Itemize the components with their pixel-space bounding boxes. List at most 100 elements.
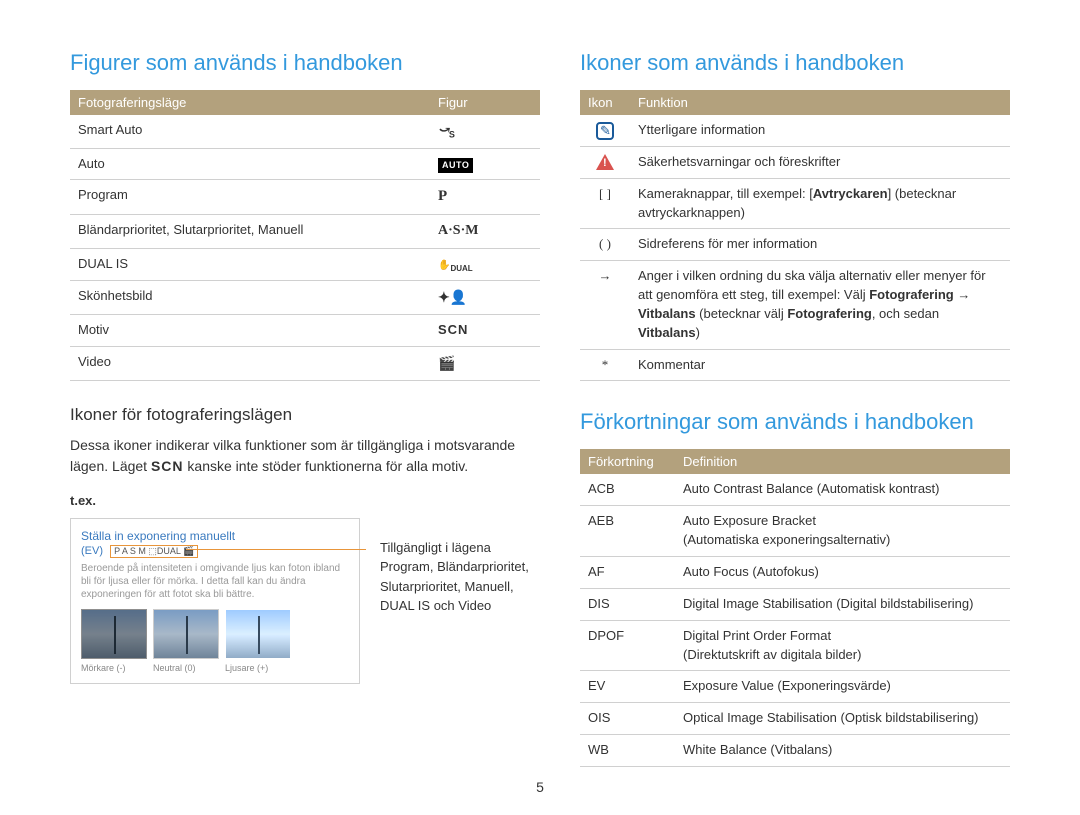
table-row: AEBAuto Exposure Bracket(Automatiska exp… [580, 506, 1010, 557]
mode-cell: Video [70, 346, 430, 380]
col-mode: Fotograferingsläge [70, 90, 430, 115]
mode-cell: Bländarprioritet, Slutarprioritet, Manue… [70, 215, 430, 248]
figure-cell: 🎬 [430, 346, 540, 380]
icon-cell: → [580, 261, 630, 349]
def-cell: Auto Exposure Bracket(Automatiska expone… [675, 506, 1010, 557]
callout-text: Tillgängligt i lägena Program, Bländarpr… [380, 538, 540, 616]
function-cell: Ytterligare information [630, 115, 1010, 146]
col-function: Funktion [630, 90, 1010, 115]
table-row: Säkerhetsvarningar och föreskrifter [580, 146, 1010, 178]
figure-cell: ✦👤 [430, 281, 540, 315]
mode-desc: Dessa ikoner indikerar vilka funktioner … [70, 435, 540, 477]
example-desc: Beroende på intensiteten i omgivande lju… [81, 562, 349, 601]
col-figure: Figur [430, 90, 540, 115]
shooting-mode-table: Fotograferingsläge Figur Smart Auto⤻SAut… [70, 90, 540, 381]
warning-icon [596, 154, 614, 170]
table-row: ProgramP [70, 180, 540, 215]
table-row: Bländarprioritet, Slutarprioritet, Manue… [70, 215, 540, 248]
figure-cell: ⤻S [430, 115, 540, 148]
left-column: Figurer som används i handboken Fotograf… [70, 50, 540, 767]
example-wrapper: Ställa in exponering manuellt (EV) P A S… [70, 518, 540, 684]
left-heading: Figurer som används i handboken [70, 50, 540, 76]
table-row: Skönhetsbild✦👤 [70, 281, 540, 315]
example-thumbs [81, 609, 349, 659]
icon-cell [580, 115, 630, 146]
page-number: 5 [536, 779, 544, 795]
subheading: Ikoner för fotograferingslägen [70, 405, 540, 425]
col-abbr: Förkortning [580, 449, 675, 474]
function-cell: Kameraknappar, till exempel: [Avtryckare… [630, 178, 1010, 229]
table-row: DUAL IS✋DUAL [70, 248, 540, 281]
icons-table: Ikon Funktion Ytterligare informationSäk… [580, 90, 1010, 381]
function-cell: Sidreferens för mer information [630, 229, 1010, 261]
table-row: Video🎬 [70, 346, 540, 380]
icon-cell: ( ) [580, 229, 630, 261]
abbr-cell: AEB [580, 506, 675, 557]
mode-cell: Auto [70, 148, 430, 180]
abbr-cell: ACB [580, 474, 675, 505]
def-cell: Digital Image Stabilisation (Digital bil… [675, 588, 1010, 620]
figure-cell: A·S·M [430, 215, 540, 248]
table-row: → Anger i vilken ordning du ska välja alt… [580, 261, 1010, 349]
table-row: AFAuto Focus (Autofokus) [580, 556, 1010, 588]
abbr-cell: AF [580, 556, 675, 588]
table-row: OISOptical Image Stabilisation (Optisk b… [580, 703, 1010, 735]
figure-cell: ✋DUAL [430, 248, 540, 281]
abbr-cell: WB [580, 735, 675, 767]
icon-cell: [ ] [580, 178, 630, 229]
table-row: EVExposure Value (Exponeringsvärde) [580, 671, 1010, 703]
abbr-table: Förkortning Definition ACBAuto Contrast … [580, 449, 1010, 766]
right-heading-abbr: Förkortningar som används i handboken [580, 409, 1010, 435]
col-def: Definition [675, 449, 1010, 474]
figure-cell: SCN [430, 314, 540, 346]
abbr-cell: OIS [580, 703, 675, 735]
example-box: Ställa in exponering manuellt (EV) P A S… [70, 518, 360, 684]
abbr-cell: DPOF [580, 620, 675, 671]
table-row: DPOFDigital Print Order Format(Direktuts… [580, 620, 1010, 671]
callout-line [186, 549, 366, 550]
mode-cell: Motiv [70, 314, 430, 346]
text-icon: [ ] [599, 186, 611, 201]
text-icon: * [602, 357, 609, 372]
thumb-neutral [153, 609, 219, 659]
mode-cell: Smart Auto [70, 115, 430, 148]
table-row: Ytterligare information [580, 115, 1010, 146]
abbr-cell: DIS [580, 588, 675, 620]
table-row: AutoAUTO [70, 148, 540, 180]
table-row: * Kommentar [580, 349, 1010, 381]
mode-cell: DUAL IS [70, 248, 430, 281]
function-cell: Anger i vilken ordning du ska välja alte… [630, 261, 1010, 349]
thumb-bright [225, 609, 291, 659]
example-title: Ställa in exponering manuellt [81, 529, 349, 543]
def-cell: Digital Print Order Format(Direktutskrif… [675, 620, 1010, 671]
thumb-labels: Mörkare (-) Neutral (0) Ljusare (+) [81, 663, 349, 673]
icon-cell: * [580, 349, 630, 381]
table-row: MotivSCN [70, 314, 540, 346]
example-badge: P A S M ⬚DUAL 🎬 [110, 545, 198, 558]
function-cell: Kommentar [630, 349, 1010, 381]
col-icon: Ikon [580, 90, 630, 115]
text-icon: → [599, 268, 612, 283]
figure-cell: AUTO [430, 148, 540, 180]
right-heading-icons: Ikoner som används i handboken [580, 50, 1010, 76]
text-icon: ( ) [599, 236, 611, 251]
table-row: [ ] Kameraknappar, till exempel: [Avtryck… [580, 178, 1010, 229]
def-cell: Auto Contrast Balance (Automatisk kontra… [675, 474, 1010, 505]
thumb-dark [81, 609, 147, 659]
table-row: ACBAuto Contrast Balance (Automatisk kon… [580, 474, 1010, 505]
def-cell: White Balance (Vitbalans) [675, 735, 1010, 767]
example-ev-row: (EV) P A S M ⬚DUAL 🎬 [81, 545, 349, 558]
right-column: Ikoner som används i handboken Ikon Funk… [580, 50, 1010, 767]
table-row: ( ) Sidreferens för mer information [580, 229, 1010, 261]
def-cell: Exposure Value (Exponeringsvärde) [675, 671, 1010, 703]
mode-cell: Program [70, 180, 430, 215]
example-label: t.ex. [70, 493, 540, 508]
abbr-cell: EV [580, 671, 675, 703]
table-row: DISDigital Image Stabilisation (Digital … [580, 588, 1010, 620]
icon-cell [580, 146, 630, 178]
function-cell: Säkerhetsvarningar och föreskrifter [630, 146, 1010, 178]
def-cell: Auto Focus (Autofokus) [675, 556, 1010, 588]
info-icon [596, 122, 614, 140]
figure-cell: P [430, 180, 540, 215]
table-row: Smart Auto⤻S [70, 115, 540, 148]
